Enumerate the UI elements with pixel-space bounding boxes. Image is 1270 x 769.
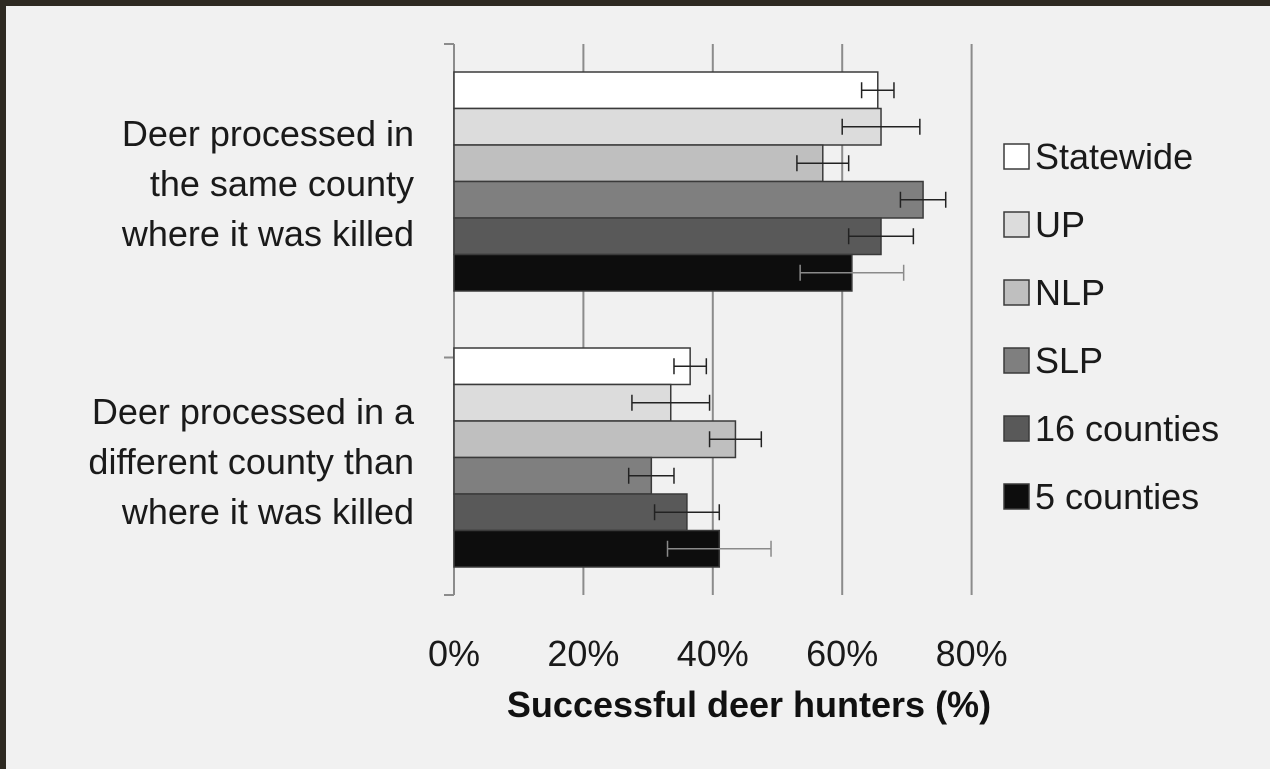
legend-item: UP [1003,204,1085,245]
x-tick-label: 40% [677,633,749,674]
chart-frame: Deer processed in the same county where it… [6,6,1270,769]
category-label: different county than [88,441,414,482]
bars [453,71,924,568]
error-bars [627,82,947,557]
bar-slp [453,180,924,219]
legend-swatch [1003,143,1030,170]
legend-swatch [1003,279,1030,306]
error-bar [627,467,675,484]
error-bar [673,358,708,375]
error-bar [899,191,947,208]
y-axis [444,43,455,596]
legend-item: NLP [1003,272,1105,313]
category-label: Deer processed in a [92,391,415,432]
bar-16-counties [453,493,688,532]
bar-statewide [453,347,691,386]
error-bar [847,228,915,245]
bar-16-counties [453,217,882,256]
bar-statewide [453,71,879,110]
category-labels: Deer processed in the same county where it… [88,113,415,532]
category-label: where it was killed [121,213,414,254]
legend-swatch [1003,483,1030,510]
x-tick-label: 20% [547,633,619,674]
bar-slp [453,456,653,495]
bar-nlp [453,144,824,183]
error-bar [708,431,763,448]
legend-swatch [1003,347,1030,374]
legend-label: SLP [1035,340,1103,381]
x-tick-label: 60% [806,633,878,674]
x-tick-labels: 0% 20% 40% 60% 80% [428,633,1008,674]
legend-item: SLP [1003,340,1103,381]
legend-item: 16 counties [1003,408,1219,449]
legend-item: Statewide [1003,136,1193,177]
legend-swatch [1003,211,1030,238]
error-bar [860,82,895,99]
x-axis-title: Successful deer hunters (%) [507,684,991,725]
legend-swatch [1003,415,1030,442]
legend-label: 5 counties [1035,476,1199,517]
legend-label: 16 counties [1035,408,1219,449]
legend-label: Statewide [1035,136,1193,177]
legend-item: 5 counties [1003,476,1199,517]
category-label: the same county [150,163,414,204]
bar-up [453,107,882,146]
error-bar [653,504,721,521]
category-label: where it was killed [121,491,414,532]
legend-label: UP [1035,204,1085,245]
error-bar [796,155,850,172]
bar-chart: Deer processed in the same county where it… [88,43,1219,725]
x-tick-label: 0% [428,633,480,674]
legend: Statewide UP NLP SLP 16 counties 5 counties [1003,136,1219,517]
error-bar [666,540,772,557]
x-tick-label: 80% [936,633,1008,674]
error-bar [631,394,711,411]
category-label: Deer processed in [122,113,414,154]
error-bar [841,118,921,135]
legend-label: NLP [1035,272,1105,313]
bar-5-counties [453,253,853,292]
error-bar [799,264,905,281]
bar-nlp [453,420,737,459]
